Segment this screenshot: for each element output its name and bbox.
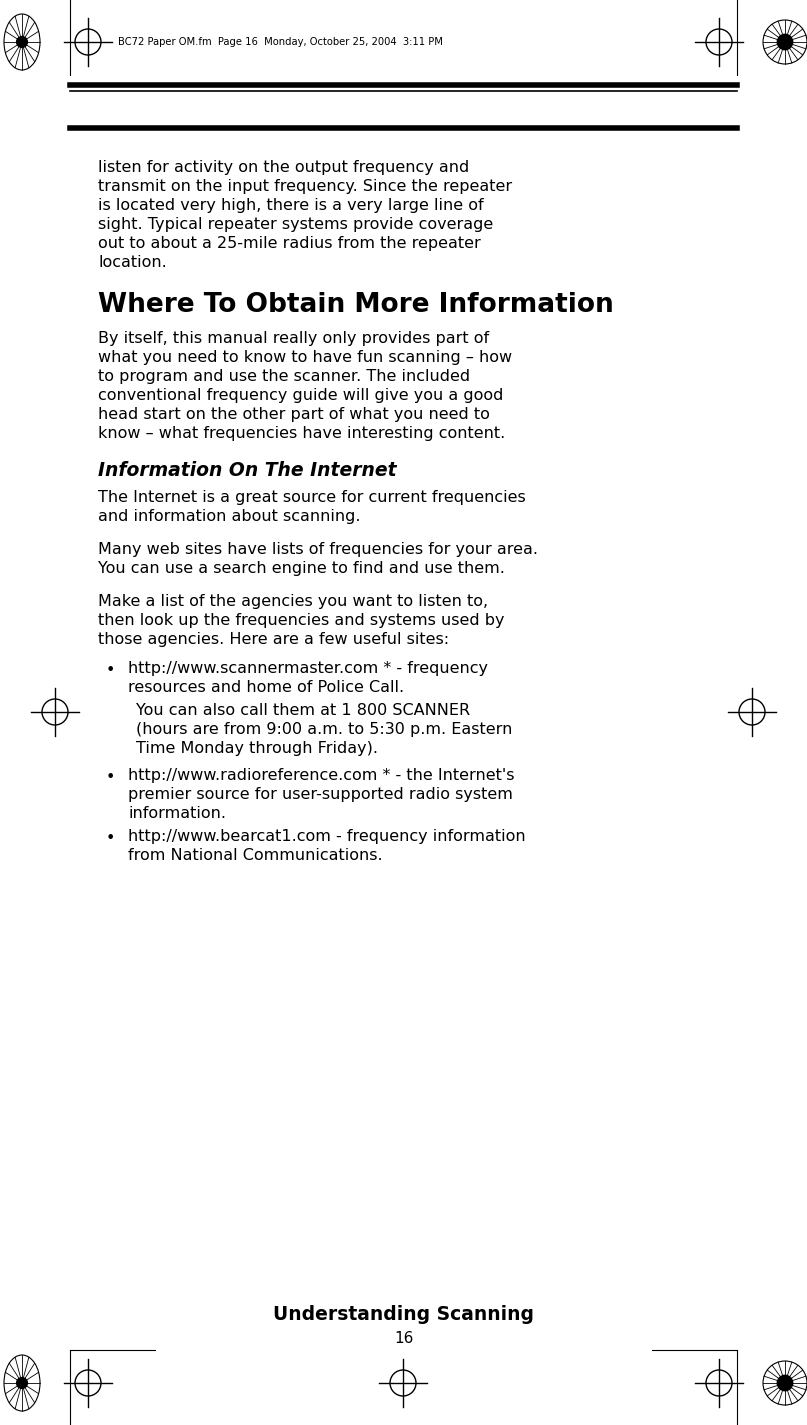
Text: transmit on the input frequency. Since the repeater: transmit on the input frequency. Since t…	[98, 180, 512, 194]
Text: By itself, this manual really only provides part of: By itself, this manual really only provi…	[98, 332, 489, 346]
Text: Many web sites have lists of frequencies for your area.: Many web sites have lists of frequencies…	[98, 542, 538, 557]
Text: out to about a 25-mile radius from the repeater: out to about a 25-mile radius from the r…	[98, 237, 481, 251]
Text: http://www.scannermaster.com * - frequency: http://www.scannermaster.com * - frequen…	[128, 661, 488, 675]
Circle shape	[17, 37, 27, 47]
Text: premier source for user-supported radio system: premier source for user-supported radio …	[128, 787, 513, 802]
Text: •: •	[106, 663, 115, 678]
Text: Understanding Scanning: Understanding Scanning	[273, 1305, 534, 1324]
Text: http://www.radioreference.com * - the Internet's: http://www.radioreference.com * - the In…	[128, 768, 515, 782]
Text: to program and use the scanner. The included: to program and use the scanner. The incl…	[98, 369, 470, 385]
Text: (hours are from 9:00 a.m. to 5:30 p.m. Eastern: (hours are from 9:00 a.m. to 5:30 p.m. E…	[136, 721, 512, 737]
Text: information.: information.	[128, 805, 226, 821]
Text: Where To Obtain More Information: Where To Obtain More Information	[98, 292, 614, 318]
Circle shape	[777, 1375, 792, 1391]
Text: Time Monday through Friday).: Time Monday through Friday).	[136, 741, 378, 755]
Text: from National Communications.: from National Communications.	[128, 848, 383, 862]
Text: is located very high, there is a very large line of: is located very high, there is a very la…	[98, 198, 483, 212]
Text: BC72 Paper OM.fm  Page 16  Monday, October 25, 2004  3:11 PM: BC72 Paper OM.fm Page 16 Monday, October…	[118, 37, 443, 47]
Text: You can use a search engine to find and use them.: You can use a search engine to find and …	[98, 560, 505, 576]
Text: and information about scanning.: and information about scanning.	[98, 509, 361, 524]
Circle shape	[17, 1378, 27, 1388]
Text: location.: location.	[98, 255, 167, 269]
Text: •: •	[106, 831, 115, 845]
Text: http://www.bearcat1.com - frequency information: http://www.bearcat1.com - frequency info…	[128, 829, 525, 844]
Text: then look up the frequencies and systems used by: then look up the frequencies and systems…	[98, 613, 504, 628]
Circle shape	[777, 34, 792, 50]
Text: know – what frequencies have interesting content.: know – what frequencies have interesting…	[98, 426, 505, 442]
Text: head start on the other part of what you need to: head start on the other part of what you…	[98, 408, 490, 422]
Text: those agencies. Here are a few useful sites:: those agencies. Here are a few useful si…	[98, 631, 449, 647]
Text: conventional frequency guide will give you a good: conventional frequency guide will give y…	[98, 389, 504, 403]
Text: Make a list of the agencies you want to listen to,: Make a list of the agencies you want to …	[98, 594, 488, 608]
Text: 16: 16	[394, 1331, 413, 1347]
Text: sight. Typical repeater systems provide coverage: sight. Typical repeater systems provide …	[98, 217, 493, 232]
Text: resources and home of Police Call.: resources and home of Police Call.	[128, 680, 404, 695]
Text: listen for activity on the output frequency and: listen for activity on the output freque…	[98, 160, 469, 175]
Text: You can also call them at 1 800 SCANNER: You can also call them at 1 800 SCANNER	[136, 703, 470, 718]
Text: The Internet is a great source for current frequencies: The Internet is a great source for curre…	[98, 490, 525, 504]
Text: what you need to know to have fun scanning – how: what you need to know to have fun scanni…	[98, 351, 512, 365]
Text: Information On The Internet: Information On The Internet	[98, 462, 396, 480]
Text: •: •	[106, 770, 115, 785]
